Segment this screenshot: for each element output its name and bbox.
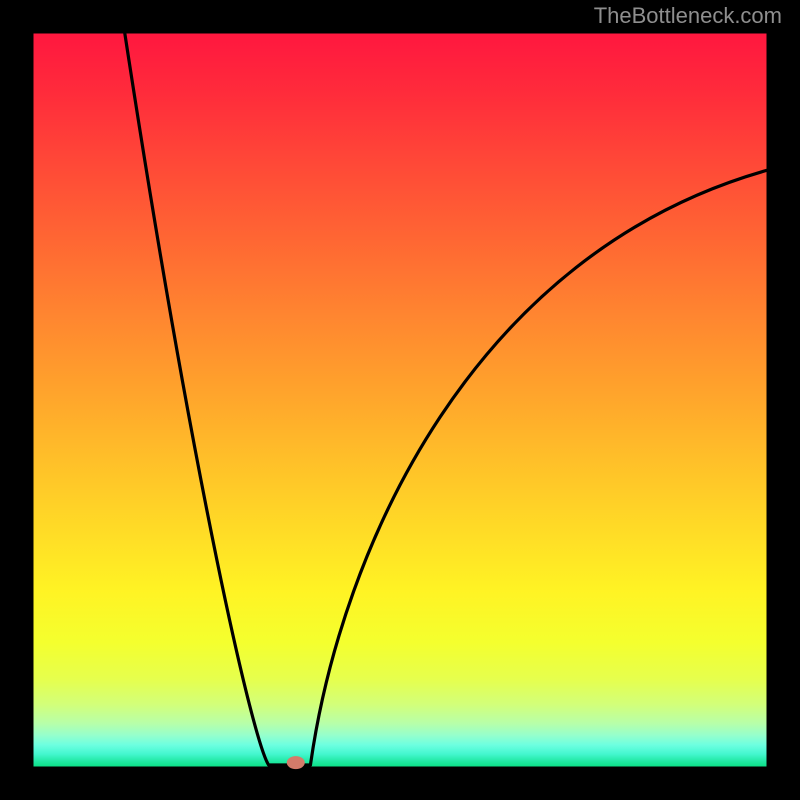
optimal-point-marker xyxy=(287,756,305,769)
chart-stage: TheBottleneck.com xyxy=(0,0,800,800)
chart-svg xyxy=(0,0,800,800)
watermark-text: TheBottleneck.com xyxy=(594,3,782,29)
